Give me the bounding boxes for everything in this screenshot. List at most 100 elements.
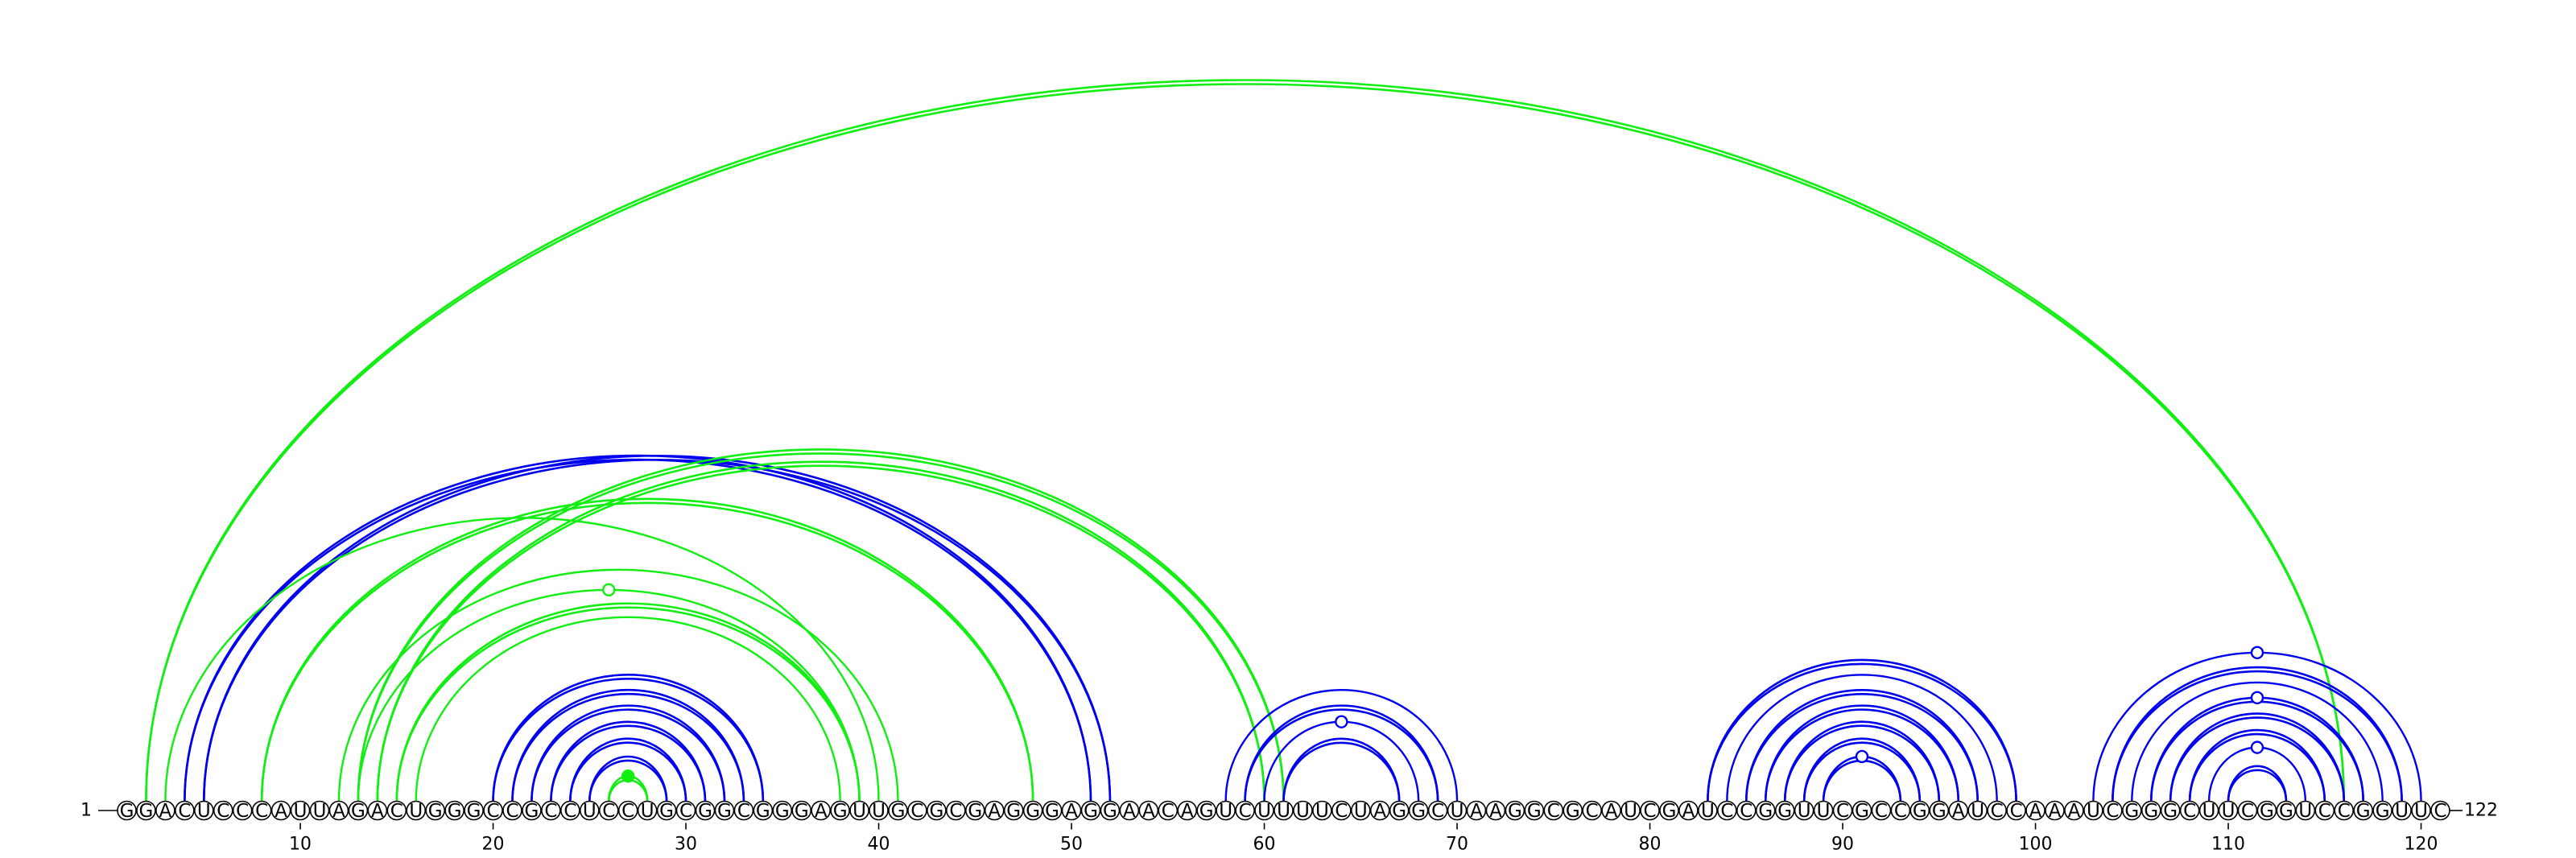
- nucleotide-47: G: [1003, 800, 1024, 822]
- nucleotide-letter: G: [2279, 801, 2293, 822]
- nucleotide-48: G: [1022, 800, 1043, 822]
- tick-label: 60: [1253, 835, 1276, 855]
- nucleotide-letter: C: [1644, 801, 1657, 822]
- nucleotide-97: U: [1967, 800, 1988, 822]
- nucleotide-4: C: [175, 800, 195, 822]
- nucleotide-94: G: [1909, 800, 1930, 822]
- nucleotide-36: G: [791, 800, 812, 822]
- axis-tick-110: 110: [2211, 823, 2245, 855]
- nucleotide-circle: [2103, 800, 2123, 821]
- tick-label: 90: [1831, 835, 1854, 855]
- nucleotide-circle: [1774, 800, 1795, 821]
- nucleotide-circle: [328, 800, 349, 821]
- tick-label: 110: [2211, 835, 2245, 855]
- arc-87-95-line-2: [1783, 724, 1941, 802]
- arc-15-39-line-2: [395, 606, 861, 802]
- nucleotide-114: U: [2295, 800, 2316, 822]
- nucleotide-circle: [946, 800, 966, 821]
- nucleotide-111: C: [2237, 800, 2258, 822]
- nucleotide-59: C: [1235, 800, 1255, 822]
- arc-5-52-line-1: [203, 454, 1112, 802]
- nucleotide-9: A: [270, 800, 291, 822]
- marker-109-114: [2250, 740, 2264, 754]
- nucleotide-circle: [1948, 800, 1969, 821]
- nucleotide-circle: [695, 800, 716, 821]
- nucleotide-circle: [541, 800, 561, 821]
- nucleotide-55: C: [1158, 800, 1179, 822]
- nucleotide-92: C: [1871, 800, 1892, 822]
- nucleotide-circle: [656, 800, 677, 821]
- arc-107-116-line-2: [2169, 716, 2346, 802]
- nucleotide-46: A: [984, 800, 1005, 822]
- arc-8-48-line-1: [260, 497, 1034, 802]
- nucleotide-letter: U: [1624, 801, 1637, 822]
- nucleotide-letter: U: [872, 801, 886, 822]
- nucleotide-70: U: [1447, 800, 1468, 822]
- nucleotide-letter: C: [1335, 801, 1348, 822]
- nucleotide-58: U: [1216, 800, 1236, 822]
- axis-tick-120: 120: [2405, 823, 2438, 855]
- nucleotide-95: G: [1929, 800, 1950, 822]
- axis-tick-80: 80: [1639, 823, 1662, 855]
- nucleotide-letter: G: [120, 801, 134, 822]
- sequence-start-label: 1: [80, 801, 92, 821]
- nucleotide-circle: [791, 800, 812, 821]
- nucleotide-circle: [1620, 800, 1641, 821]
- nucleotide-letter: A: [1142, 801, 1155, 822]
- tick-label: 120: [2405, 835, 2438, 855]
- nucleotide-circle: [2334, 800, 2355, 821]
- nucleotide-circle: [1042, 800, 1063, 821]
- nucleotide-circle: [675, 800, 696, 821]
- nucleotide-letter: A: [1489, 801, 1502, 822]
- nucleotide-letter: G: [1084, 801, 1098, 822]
- nucleotide-circle: [1254, 800, 1274, 821]
- nucleotide-31: G: [695, 800, 716, 822]
- nucleotide-circle: [1138, 800, 1159, 821]
- nucleotide-circle: [2045, 800, 2065, 821]
- nucleotide-circle: [502, 800, 522, 821]
- arc-86-96-line-2: [1764, 708, 1960, 802]
- nucleotide-16: U: [406, 800, 427, 822]
- nucleotide-circle: [136, 800, 156, 821]
- nucleotide-22: G: [522, 800, 542, 822]
- nucleotide-105: G: [2122, 800, 2142, 822]
- nucleotide-circle: [2392, 800, 2412, 821]
- nucleotide-letter: C: [1836, 801, 1849, 822]
- nucleotide-circle: [117, 800, 137, 821]
- nucleotide-65: U: [1351, 800, 1371, 822]
- tick-label: 50: [1060, 835, 1083, 855]
- nucleotide-circle: [2256, 800, 2277, 821]
- nucleotide-61: U: [1274, 800, 1294, 822]
- nucleotide-letter: C: [217, 801, 229, 822]
- nucleotide-letter: C: [1162, 801, 1174, 822]
- nucleotide-50: A: [1061, 800, 1082, 822]
- nucleotide-letter: C: [1239, 801, 1252, 822]
- nucleotide-letter: G: [1006, 801, 1021, 822]
- nucleotide-circle: [2025, 800, 2046, 821]
- nucleotide-18: G: [444, 800, 464, 822]
- nucleotide-33: C: [733, 800, 754, 822]
- nucleotide-75: C: [1543, 800, 1564, 822]
- nucleotide-circle: [2372, 800, 2392, 821]
- nucleotide-52: G: [1100, 800, 1121, 822]
- nucleotide-116: C: [2334, 800, 2355, 822]
- axis-tick-20: 20: [482, 823, 505, 855]
- arc-25-29-line-2: [588, 759, 668, 802]
- nucleotide-90: C: [1832, 800, 1853, 822]
- nucleotide-88: U: [1794, 800, 1814, 822]
- nucleotide-letter: A: [2049, 801, 2062, 822]
- arc-markers: [602, 583, 2264, 783]
- nucleotide-circle: [425, 800, 446, 821]
- nucleotide-circle: [1447, 800, 1468, 821]
- nucleotide-letter: G: [1662, 801, 1677, 822]
- nucleotide-letter: U: [197, 801, 211, 822]
- nucleotide-letter: C: [390, 801, 403, 822]
- nucleotide-44: C: [946, 800, 966, 822]
- nucleotide-21: C: [502, 800, 522, 822]
- nucleotide-letter: C: [487, 801, 500, 822]
- nucleotide-circle: [2411, 800, 2431, 821]
- nucleotide-circle: [2353, 800, 2373, 821]
- nucleotide-circle: [1293, 800, 1313, 821]
- nucleotide-circle: [2218, 800, 2239, 821]
- nucleotide-110: U: [2218, 800, 2239, 822]
